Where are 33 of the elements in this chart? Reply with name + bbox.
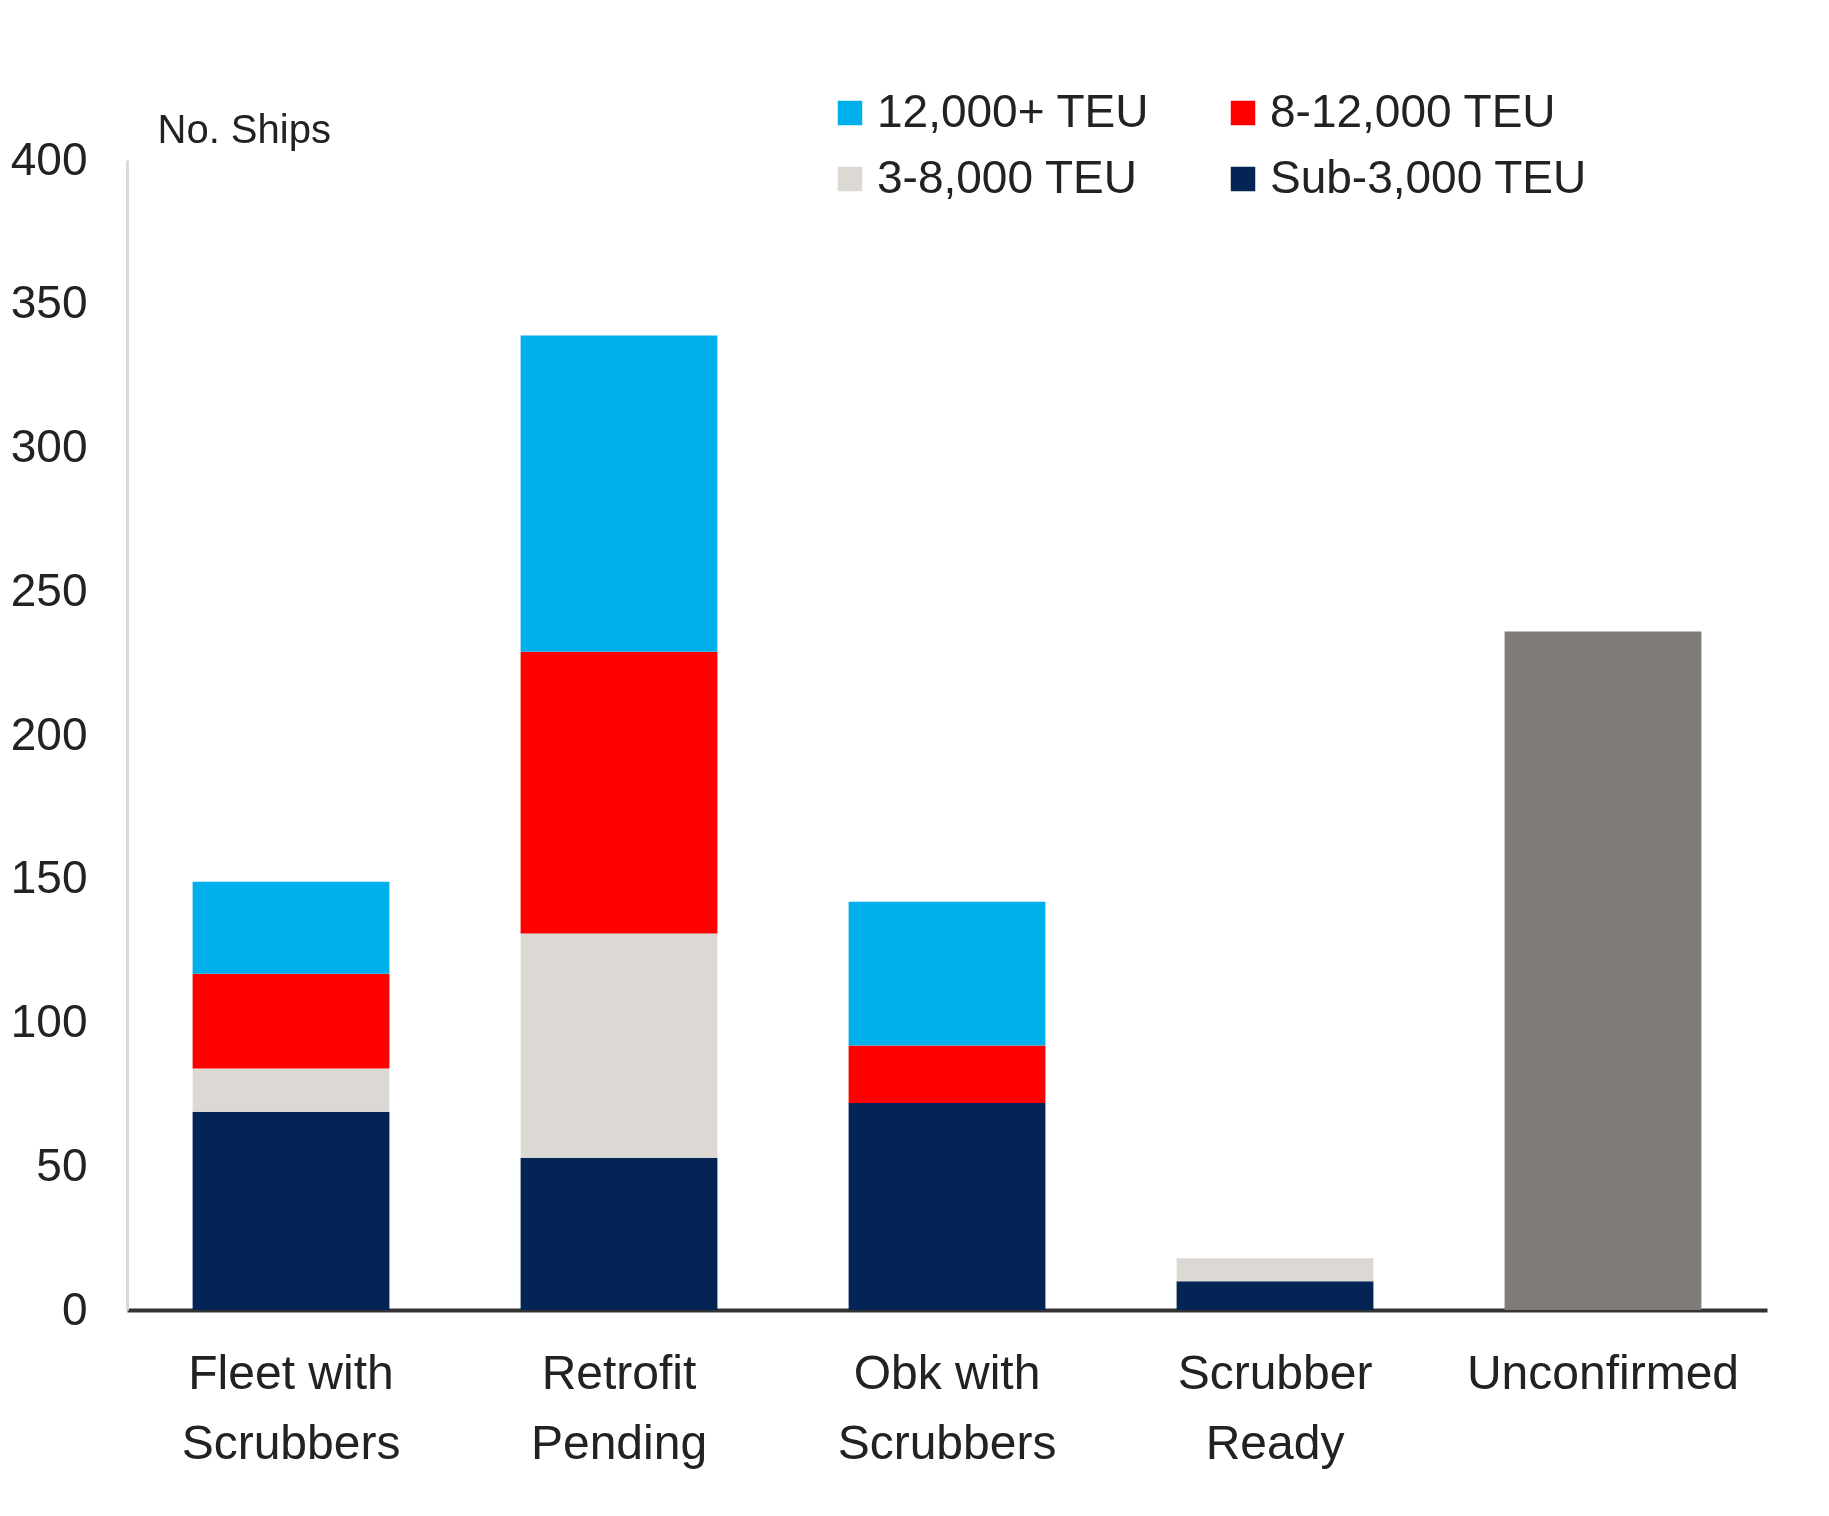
y-axis-title: No. Ships: [157, 106, 331, 151]
bar: [848, 1045, 1046, 1103]
legend-label: 8-12,000 TEU: [1270, 85, 1556, 137]
bar: [192, 1068, 390, 1112]
y-tick-label: 0: [61, 1282, 88, 1335]
bar: [1176, 1281, 1374, 1310]
y-tick-label: 100: [10, 995, 88, 1047]
legend-label: Sub-3,000 TEU: [1270, 151, 1587, 203]
legend-label: 3-8,000 TEU: [877, 151, 1137, 203]
bar: [848, 1103, 1046, 1310]
bar: [520, 335, 718, 652]
bar: [1176, 1258, 1374, 1282]
bar: [192, 881, 390, 974]
legend-label: 12,000+ TEU: [877, 85, 1149, 137]
bar: [192, 1111, 390, 1310]
x-tick-label: Retrofit Pending: [530, 1345, 708, 1469]
y-tick-label: 150: [10, 851, 88, 904]
y-tick-label: 400: [10, 132, 88, 185]
y-tick-label: 200: [10, 707, 88, 760]
x-tick-label: Obk with Scrubbers: [837, 1345, 1057, 1469]
bar: [520, 651, 718, 934]
x-tick-label: Fleet with Scrubbers: [181, 1345, 401, 1469]
bar: [1504, 631, 1702, 1310]
bar: [520, 1157, 718, 1310]
y-tick-label: 50: [36, 1138, 88, 1191]
y-tick-label: 350: [10, 276, 88, 329]
bar: [848, 901, 1046, 1046]
x-tick-label: Unconfirmed: [1466, 1345, 1740, 1399]
y-tick-label: 250: [10, 563, 88, 616]
y-tick-label: 300: [10, 420, 88, 472]
bar: [192, 973, 390, 1069]
x-tick-label: Scrubber Ready: [1177, 1345, 1373, 1469]
bar: [520, 933, 718, 1158]
